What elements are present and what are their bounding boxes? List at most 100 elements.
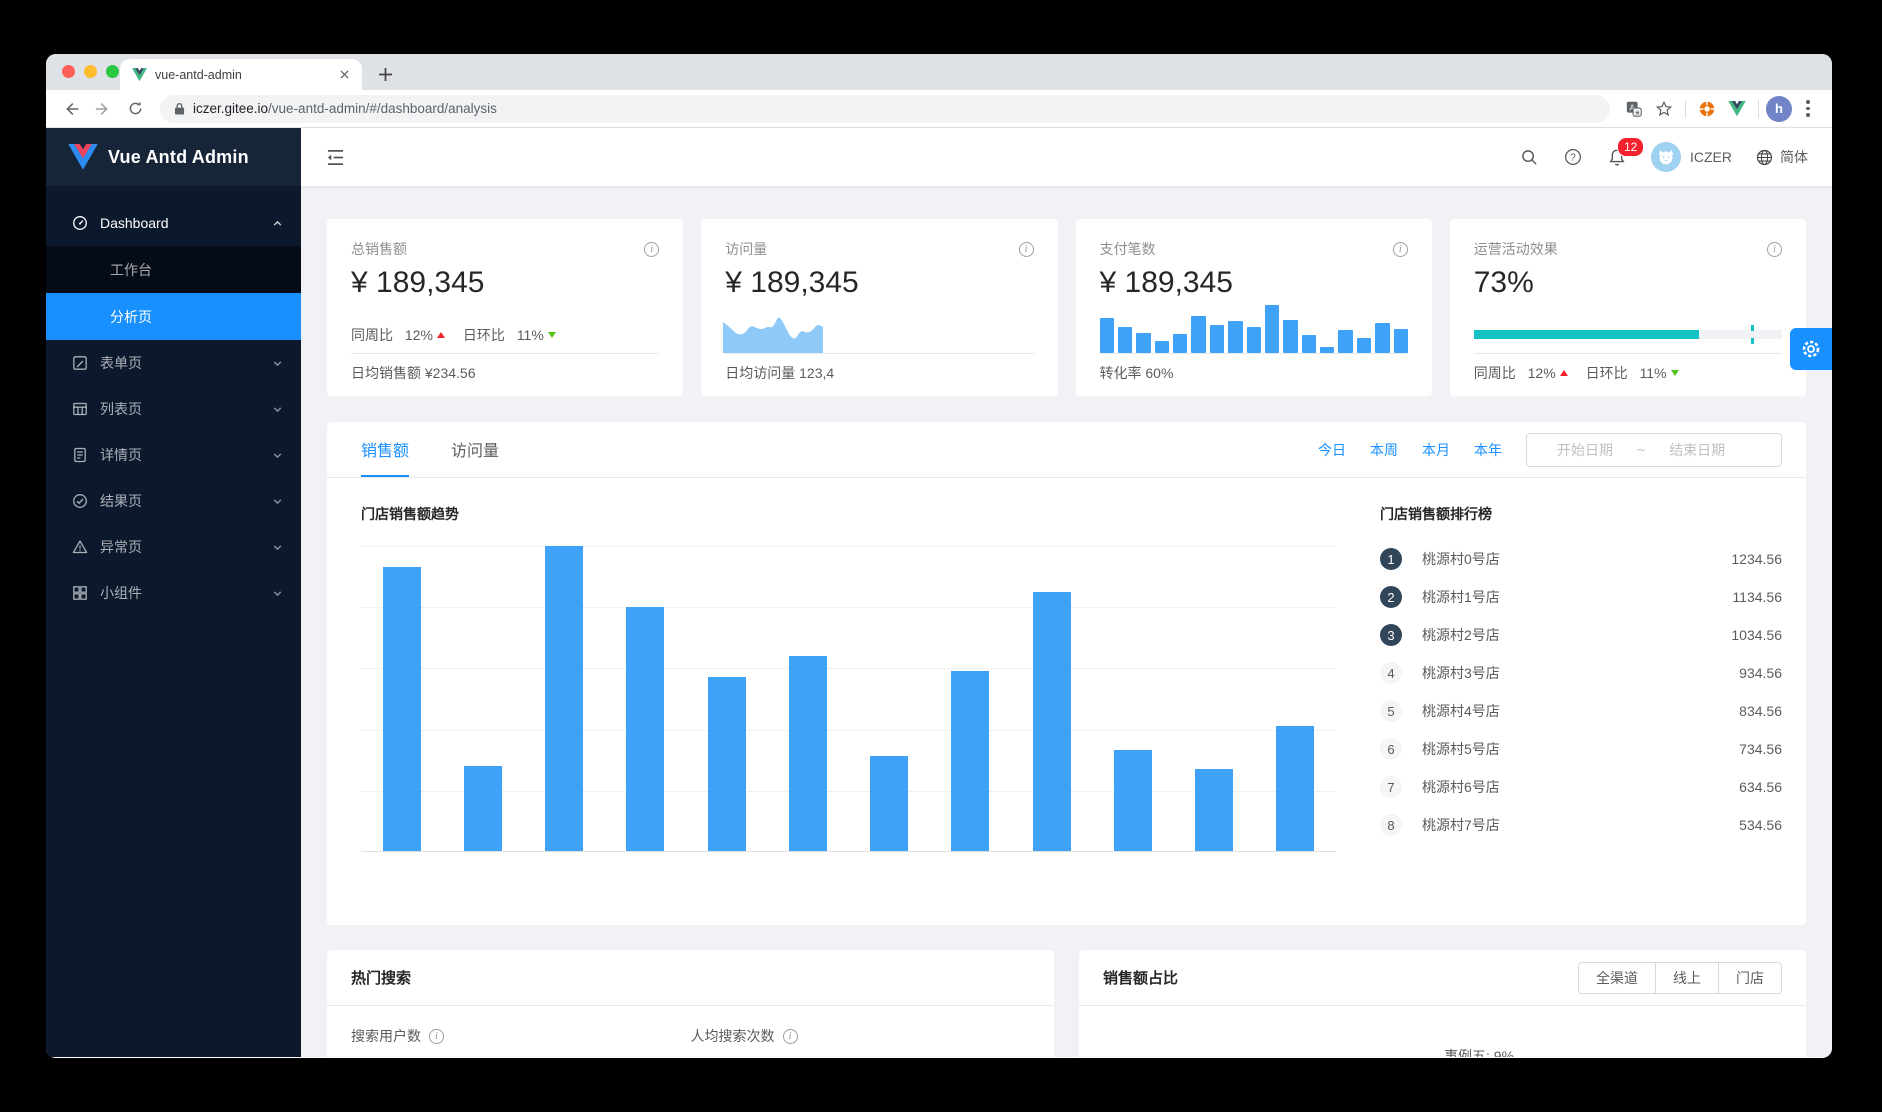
browser-tab[interactable]: vue-antd-admin [120,59,362,90]
ranking-row: 7 桃源村6号店 634.56 [1380,768,1782,806]
bar [951,671,990,851]
sidebar-subitem[interactable]: 分析页 [46,293,301,340]
username: ICZER [1690,149,1732,165]
settings-drawer-button[interactable] [1790,328,1832,370]
url-path: /vue-antd-admin/#/dashboard/analysis [268,101,497,116]
bookmark-star-icon[interactable] [1650,95,1678,123]
progress-target-marker [1751,325,1755,344]
vue-favicon-icon [132,67,147,82]
end-date-input[interactable] [1649,441,1746,458]
browser-menu-icon[interactable] [1794,95,1822,123]
start-date-input[interactable] [1537,441,1633,458]
sidebar-subitem[interactable]: 工作台 [110,261,152,278]
tab-close-icon[interactable] [336,67,352,83]
chevron-down-icon [272,358,283,369]
info-icon[interactable]: i [782,1028,798,1044]
ranking-row: 3 桃源村2号店 1034.56 [1380,616,1782,654]
bar [1195,768,1234,851]
zoom-window-button[interactable] [106,65,119,78]
translate-icon[interactable]: A [1620,95,1648,123]
app-logo-text: Vue Antd Admin [108,146,249,167]
forward-icon[interactable] [88,94,118,124]
stat-title: 运营活动效果 [1473,241,1558,257]
minimize-window-button[interactable] [84,65,97,78]
ranking-row: 6 桃源村5号店 734.56 [1380,730,1782,768]
sidebar-item-form[interactable]: 表单页 [46,340,301,386]
help-icon[interactable]: ? [1563,147,1583,167]
sidebar-item-result[interactable]: 结果页 [46,478,301,524]
store-name: 桃源村0号店 [1422,551,1500,567]
channel-segmented-control: 全渠道 线上 门店 [1578,961,1782,994]
language-switcher[interactable]: 简体 [1756,147,1808,167]
sales-card-header: 销售额 访问量 今日 本周 本月 本年 ~ [327,422,1806,478]
ranking-row: 5 桃源村4号店 834.56 [1380,692,1782,730]
segment-button[interactable]: 全渠道 [1578,961,1656,994]
app-logo[interactable]: Vue Antd Admin [46,128,301,186]
tab-sales[interactable]: 销售额 [361,422,410,477]
ranking-row: 8 桃源村7号店 534.56 [1380,806,1782,844]
date-range-picker[interactable]: ~ [1526,432,1782,467]
segment-button[interactable]: 线上 [1655,961,1719,994]
extension-ublock-icon[interactable] [1693,95,1721,123]
gridline [361,790,1336,792]
segment-button[interactable]: 门店 [1718,961,1782,994]
mini-bar [1173,333,1188,353]
dashboard-icon [72,215,88,231]
payments-mini-bar-chart [1099,303,1408,353]
notification-bell-icon[interactable]: 12 [1607,137,1645,167]
info-icon[interactable]: i [1392,241,1408,257]
sales-ratio-title: 销售额占比 [1103,970,1179,987]
widget-icon [72,585,88,601]
trend-chart-title: 门店销售额趋势 [361,506,459,522]
sidebar-item-profile[interactable]: 详情页 [46,432,301,478]
sidebar-item-widget[interactable]: 小组件 [46,570,301,616]
bar [626,607,665,851]
info-icon[interactable]: i [1767,241,1782,257]
browser-tabstrip: vue-antd-admin [46,54,1832,90]
toolbar-divider [1758,99,1759,118]
gridline [361,607,1336,609]
store-value: 534.56 [1739,817,1782,833]
stat-card-payments: 支付笔数 i ¥ 189,345 转化率 60% [1075,219,1432,396]
visits-mini-area-chart [723,317,824,353]
rank-badge: 3 [1380,624,1402,646]
stat-footer: 日均访问量 123,4 [725,353,1034,392]
mini-bar [1117,326,1133,353]
date-separator: ~ [1637,441,1646,458]
tab-visits[interactable]: 访问量 [451,442,500,460]
range-link[interactable]: 本周 [1370,441,1398,458]
range-link[interactable]: 今日 [1318,441,1346,458]
url-bar[interactable]: iczer.gitee.io/vue-antd-admin/#/dashboar… [160,94,1610,123]
sidebar-item-warning[interactable]: 异常页 [46,524,301,570]
info-icon[interactable]: i [1018,241,1034,257]
lock-icon[interactable] [174,102,185,115]
stat-footer: 日均销售额 ¥234.56 [351,353,660,392]
sidebar-submenu: 工作台分析页 [46,246,301,340]
new-tab-button[interactable] [372,61,398,87]
search-icon[interactable] [1519,147,1539,167]
bar [1032,591,1071,851]
info-icon[interactable]: i [429,1028,444,1044]
back-icon[interactable] [56,94,86,124]
stat-value: ¥ 189,345 [1099,266,1233,299]
browser-profile-avatar[interactable]: h [1766,95,1792,122]
bar [382,567,421,851]
table-icon [72,401,88,417]
close-window-button[interactable] [62,65,75,78]
menu-fold-icon[interactable] [325,147,345,167]
hot-search-card: 热门搜索 搜索用户数 i 12321 [327,950,1054,1057]
language-label: 简体 [1780,149,1808,165]
sidebar-item-table[interactable]: 列表页 [46,386,301,432]
notification-badge: 12 [1617,137,1645,157]
user-avatar [1651,142,1681,172]
store-value: 734.56 [1739,741,1782,757]
extension-vue-icon[interactable] [1723,95,1751,123]
reload-icon[interactable] [120,94,150,124]
mini-bar [1099,318,1114,353]
info-icon[interactable]: i [644,241,660,257]
range-link[interactable]: 本月 [1422,441,1450,458]
sidebar-item-dashboard[interactable]: Dashboard [46,200,301,246]
user-menu[interactable]: ICZER [1651,142,1732,172]
range-link[interactable]: 本年 [1474,441,1502,458]
chevron-down-icon [272,542,283,553]
